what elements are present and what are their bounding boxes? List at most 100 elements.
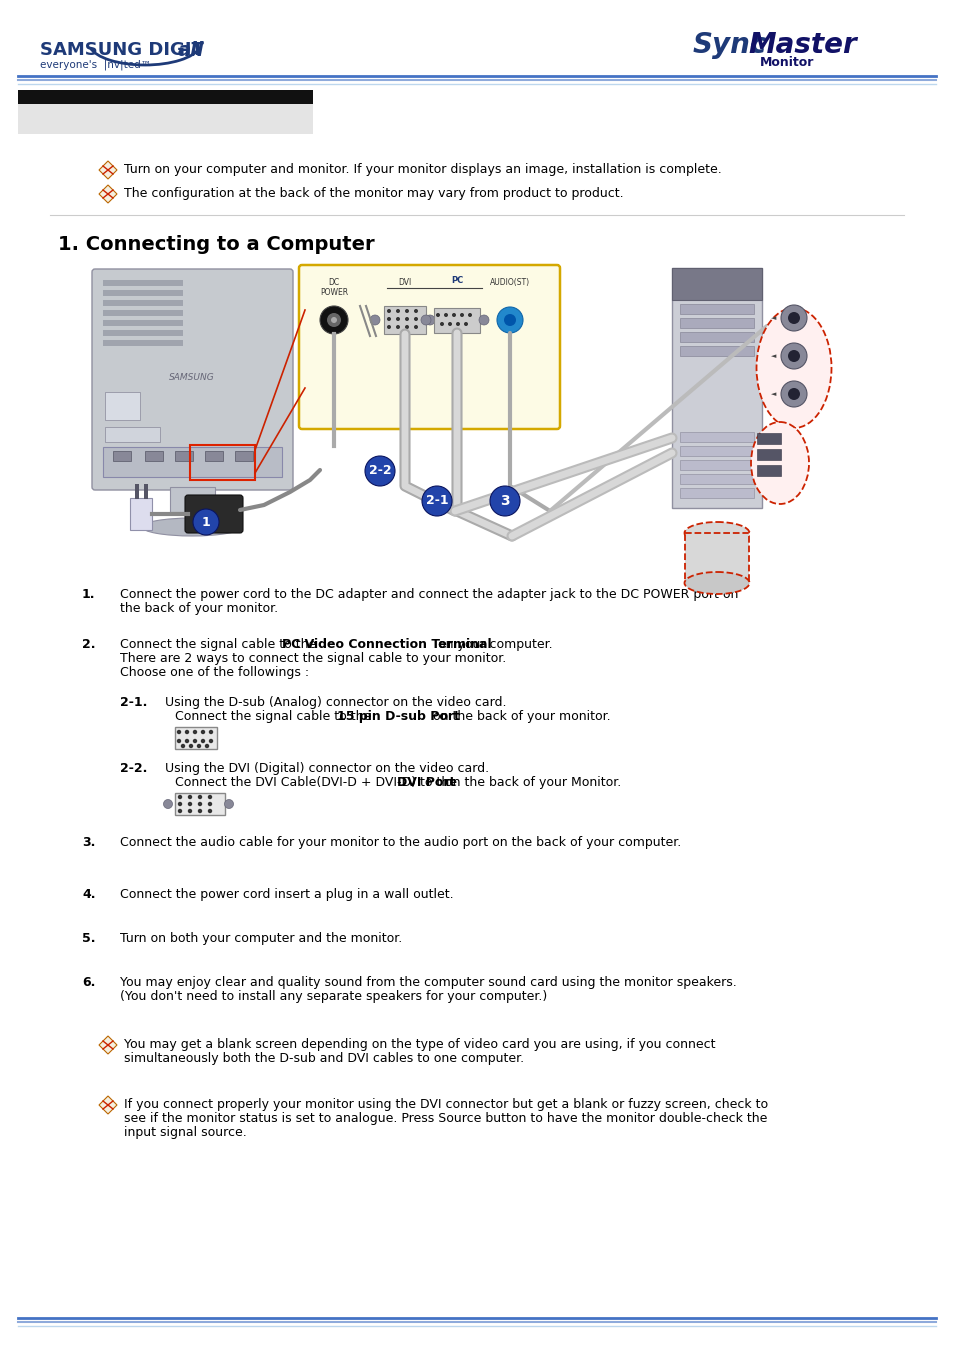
Text: see if the monitor status is set to analogue. Press Source button to have the mo: see if the monitor status is set to anal… bbox=[124, 1112, 766, 1125]
Circle shape bbox=[405, 326, 409, 330]
Text: 3: 3 bbox=[499, 494, 509, 508]
Bar bbox=[234, 451, 253, 461]
Circle shape bbox=[497, 307, 522, 332]
Bar bbox=[684, 534, 748, 584]
Bar bbox=[679, 459, 753, 470]
Circle shape bbox=[188, 801, 192, 807]
Circle shape bbox=[197, 794, 202, 800]
Bar bbox=[103, 280, 183, 286]
Circle shape bbox=[331, 317, 336, 323]
Text: 6.: 6. bbox=[82, 975, 95, 989]
Bar bbox=[103, 320, 183, 326]
Circle shape bbox=[490, 486, 519, 516]
Text: 5.: 5. bbox=[82, 932, 95, 944]
Text: DVI: DVI bbox=[398, 278, 411, 286]
Bar bbox=[205, 451, 223, 461]
Text: all: all bbox=[178, 42, 204, 61]
Bar bbox=[679, 304, 753, 313]
Text: Connect the power cord to the DC adapter and connect the adapter jack to the DC : Connect the power cord to the DC adapter… bbox=[120, 588, 738, 601]
Circle shape bbox=[459, 313, 463, 317]
Text: 1. Connecting to a Computer: 1. Connecting to a Computer bbox=[58, 235, 375, 254]
Text: Sync: Sync bbox=[692, 31, 766, 59]
Bar bbox=[384, 305, 426, 334]
Text: SAMSUNG: SAMSUNG bbox=[169, 373, 214, 381]
Bar bbox=[112, 451, 131, 461]
Text: Using the D-sub (Analog) connector on the video card.: Using the D-sub (Analog) connector on th… bbox=[165, 696, 506, 709]
Ellipse shape bbox=[142, 517, 242, 536]
Circle shape bbox=[196, 744, 201, 748]
Ellipse shape bbox=[756, 308, 831, 428]
Bar bbox=[679, 432, 753, 442]
Text: (You don't need to install any separate speakers for your computer.): (You don't need to install any separate … bbox=[120, 990, 547, 1002]
Circle shape bbox=[209, 739, 213, 743]
Bar bbox=[103, 340, 183, 346]
Text: simultaneously both the D-sub and DVI cables to one computer.: simultaneously both the D-sub and DVI ca… bbox=[124, 1052, 523, 1065]
Circle shape bbox=[414, 317, 417, 322]
Circle shape bbox=[177, 809, 182, 813]
Text: everyone's  |nv|ted™: everyone's |nv|ted™ bbox=[40, 59, 151, 70]
Bar bbox=[103, 447, 282, 477]
Circle shape bbox=[208, 809, 212, 813]
Bar bbox=[130, 499, 152, 530]
Text: There are 2 ways to connect the signal cable to your monitor.: There are 2 ways to connect the signal c… bbox=[120, 653, 506, 665]
Polygon shape bbox=[99, 1096, 117, 1115]
Bar bbox=[145, 451, 163, 461]
Bar bbox=[679, 346, 753, 357]
Bar bbox=[679, 488, 753, 499]
Circle shape bbox=[197, 809, 202, 813]
Bar bbox=[679, 317, 753, 328]
Circle shape bbox=[176, 730, 181, 734]
Bar bbox=[434, 308, 479, 332]
FancyBboxPatch shape bbox=[185, 494, 243, 534]
Circle shape bbox=[319, 305, 348, 334]
Circle shape bbox=[189, 744, 193, 748]
Circle shape bbox=[436, 313, 439, 317]
Text: If you connect properly your monitor using the DVI connector but get a blank or : If you connect properly your monitor usi… bbox=[124, 1098, 767, 1111]
Polygon shape bbox=[99, 185, 117, 203]
Circle shape bbox=[193, 739, 197, 743]
Circle shape bbox=[176, 739, 181, 743]
Circle shape bbox=[395, 317, 399, 322]
Circle shape bbox=[185, 739, 189, 743]
Text: Connect the power cord insert a plug in a wall outlet.: Connect the power cord insert a plug in … bbox=[120, 888, 453, 901]
Bar bbox=[679, 474, 753, 484]
Text: Turn on both your computer and the monitor.: Turn on both your computer and the monit… bbox=[120, 932, 402, 944]
Polygon shape bbox=[99, 161, 117, 178]
Circle shape bbox=[463, 322, 468, 326]
Circle shape bbox=[414, 326, 417, 330]
Circle shape bbox=[193, 509, 219, 535]
Text: Turn on your computer and monitor. If your monitor displays an image, installati: Turn on your computer and monitor. If yo… bbox=[124, 163, 721, 177]
Bar bbox=[18, 104, 313, 134]
Bar bbox=[174, 451, 193, 461]
Bar bbox=[103, 300, 183, 305]
Ellipse shape bbox=[684, 521, 749, 544]
Circle shape bbox=[387, 309, 391, 313]
Bar bbox=[757, 465, 781, 476]
Circle shape bbox=[200, 739, 205, 743]
Circle shape bbox=[387, 326, 391, 330]
Circle shape bbox=[781, 343, 806, 369]
Text: PC: PC bbox=[451, 276, 462, 285]
Bar bbox=[18, 91, 313, 104]
FancyBboxPatch shape bbox=[298, 265, 559, 430]
Bar bbox=[679, 446, 753, 457]
Circle shape bbox=[177, 794, 182, 800]
Bar bbox=[144, 484, 148, 499]
Bar bbox=[105, 427, 160, 442]
Circle shape bbox=[188, 794, 192, 800]
Text: 1.: 1. bbox=[82, 588, 95, 601]
Bar bbox=[190, 444, 254, 480]
Text: 4.: 4. bbox=[82, 888, 95, 901]
Text: ◄: ◄ bbox=[771, 353, 776, 359]
Ellipse shape bbox=[684, 571, 749, 594]
Text: 2-2: 2-2 bbox=[368, 465, 391, 477]
Text: input signal source.: input signal source. bbox=[124, 1125, 247, 1139]
Text: on your computer.: on your computer. bbox=[434, 638, 552, 651]
Text: 15 pin D-sub Port: 15 pin D-sub Port bbox=[336, 711, 459, 723]
Circle shape bbox=[197, 801, 202, 807]
Circle shape bbox=[188, 809, 192, 813]
Text: Master: Master bbox=[747, 31, 856, 59]
Text: DVI Port: DVI Port bbox=[396, 775, 456, 789]
Bar bbox=[671, 267, 761, 508]
Circle shape bbox=[452, 313, 456, 317]
